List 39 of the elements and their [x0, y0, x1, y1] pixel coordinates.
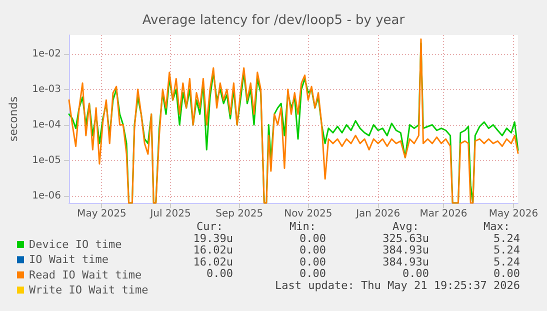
text: 5.24 — [494, 255, 520, 268]
x-tick-label: May 2025 — [77, 208, 126, 220]
legend-label: IO Wait time — [29, 253, 108, 266]
x-tick-label: Sep 2025 — [216, 208, 264, 220]
text: 0.00 — [300, 255, 326, 268]
text: Max: — [484, 220, 510, 233]
y-tick-label: 1e-06 — [32, 190, 61, 202]
text: Avg: — [392, 220, 419, 233]
text: 0.00 — [300, 244, 326, 257]
text: 19.39u — [193, 232, 233, 245]
text: 0.00 — [206, 267, 233, 280]
text: 0.00 — [300, 267, 326, 280]
y-tick-label: 1e-03 — [32, 84, 61, 95]
x-tick-label: Mar 2026 — [420, 208, 468, 220]
text: Min: — [290, 220, 316, 233]
text: 5.24 — [494, 244, 520, 257]
x-tick-label: May 2026 — [488, 208, 538, 220]
legend-label: Read IO Wait time — [29, 268, 142, 282]
y-tick-label: 1e-04 — [32, 119, 61, 130]
text: 16.02u — [193, 244, 233, 257]
y-tick-label: 1e-05 — [32, 154, 61, 166]
text: 384.93u — [382, 244, 429, 257]
chart-title: Average latency for /dev/loop5 - by year — [142, 13, 406, 28]
text: 384.93u — [382, 255, 429, 268]
text: 0.00 — [494, 267, 520, 280]
text: Last update: Thu May 21 19:25:37 2026 — [274, 279, 520, 292]
text: 0.00 — [300, 232, 326, 245]
x-tick-label: Jan 2026 — [355, 208, 400, 220]
text: 5.24 — [494, 232, 520, 245]
text: 16.02u — [193, 255, 233, 268]
text: Cur: — [196, 220, 223, 233]
x-tick-label: Nov 2025 — [284, 208, 332, 220]
legend-label: Write IO Wait time — [29, 284, 148, 297]
y-tick-label: 1e-02 — [32, 48, 61, 60]
text: 0.00 — [402, 267, 429, 280]
text: 325.63u — [382, 232, 429, 245]
x-tick-label: Jul 2025 — [149, 208, 191, 220]
y-axis-title: seconds — [7, 96, 20, 142]
legend-label: Device IO time — [29, 238, 122, 251]
